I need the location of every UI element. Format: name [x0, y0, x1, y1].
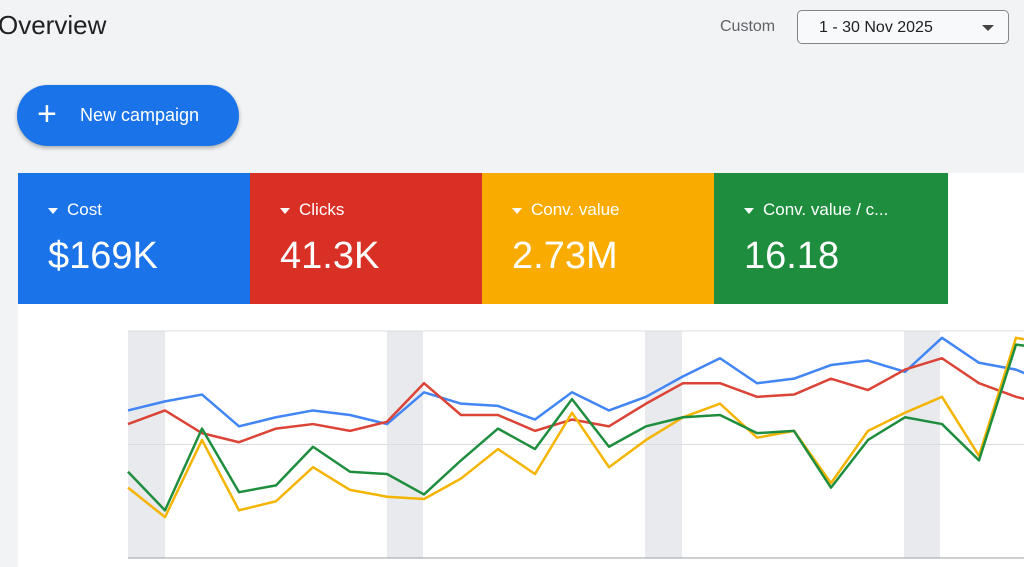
new-campaign-button[interactable]: + New campaign — [17, 85, 239, 146]
date-label: Custom — [720, 18, 776, 35]
metric-label: Conv. value — [512, 200, 620, 220]
metric-value: 41.3K — [280, 235, 380, 277]
series-line — [127, 356, 1024, 444]
metric-card[interactable]: Conv. value / c... 16.18 — [714, 173, 948, 304]
dropdown-caret — [982, 25, 994, 31]
date-picker[interactable]: 1 - 30 Nov 2025 — [797, 10, 1009, 44]
date-range: 1 - 30 Nov 2025 — [819, 19, 933, 36]
metric-card[interactable]: Conv. value 2.73M — [482, 173, 714, 304]
button-label: New campaign — [80, 105, 200, 125]
metric-value: $169K — [48, 235, 158, 277]
series-line — [127, 336, 1024, 519]
metric-card[interactable]: Cost $169K — [18, 173, 250, 304]
metric-card[interactable]: Clicks 41.3K — [250, 173, 482, 304]
metric-value: 16.18 — [744, 235, 840, 277]
empty-card — [948, 173, 1024, 304]
plus-icon: + — [37, 95, 57, 133]
metric-value: 2.73M — [512, 235, 618, 277]
metric-label: Cost — [48, 200, 102, 220]
metric-label: Conv. value / c... — [744, 200, 888, 220]
series-line — [127, 336, 1024, 428]
page-title: Overview — [0, 10, 107, 40]
series-line — [127, 343, 1024, 512]
chart — [18, 304, 1024, 567]
metric-label: Clicks — [280, 200, 344, 220]
